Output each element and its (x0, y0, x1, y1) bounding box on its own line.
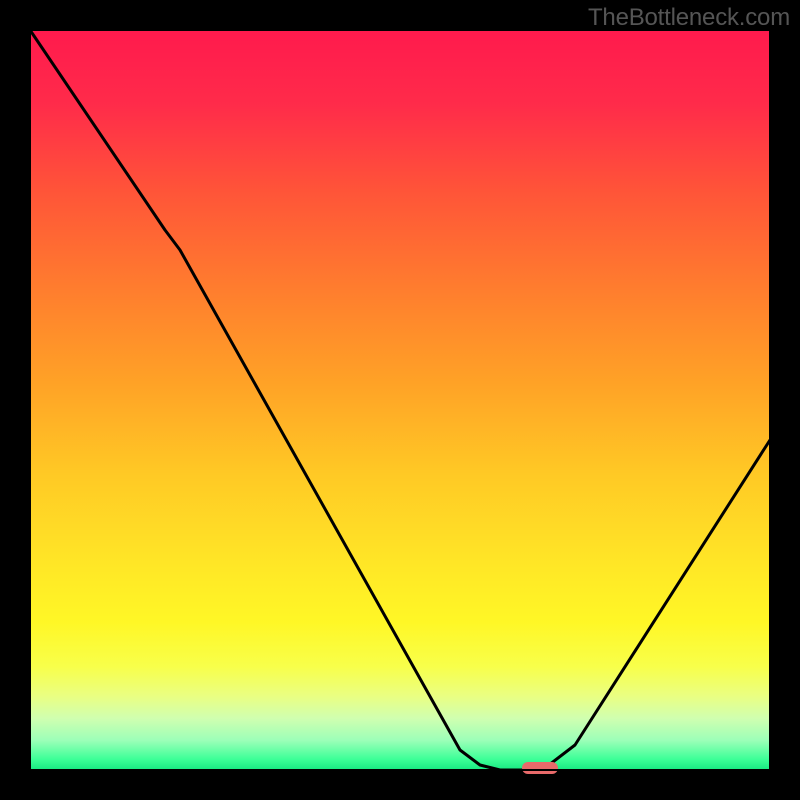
bottleneck-chart (0, 0, 800, 800)
plot-gradient-background (30, 30, 770, 770)
optimal-marker (522, 762, 558, 774)
watermark-text: TheBottleneck.com (588, 4, 790, 32)
